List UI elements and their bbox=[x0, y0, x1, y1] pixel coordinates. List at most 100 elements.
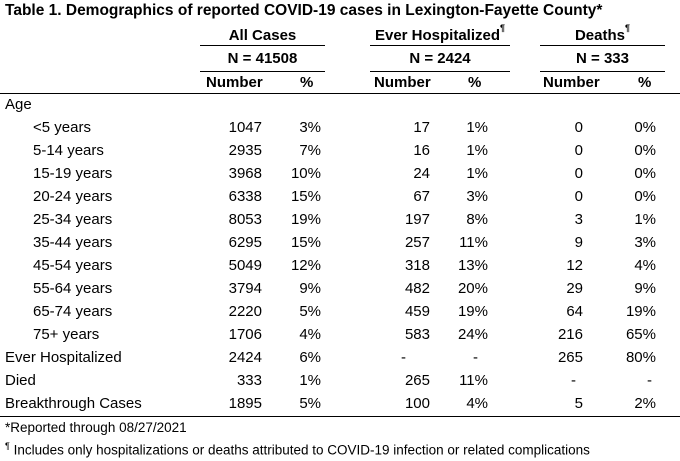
cell-hosp-number: 67 bbox=[413, 188, 430, 205]
subheader-number: Number bbox=[206, 74, 263, 91]
cell-deaths-number: 9 bbox=[574, 234, 583, 251]
divider bbox=[370, 71, 510, 72]
cell-all-number: 1706 bbox=[228, 326, 262, 343]
subheader-number: Number bbox=[543, 74, 600, 91]
subheader-percent: % bbox=[468, 74, 482, 91]
cell-hosp-percent: 4% bbox=[466, 395, 488, 412]
cell-hosp-percent: 11% bbox=[459, 234, 488, 251]
table-row: 15-19 years 3968 10% 24 1% 0 0% bbox=[0, 162, 680, 185]
cell-hosp-number: 17 bbox=[413, 119, 430, 136]
cell-all-number: 3794 bbox=[228, 280, 262, 297]
footer-separator bbox=[0, 416, 680, 417]
group-label: Ever Hospitalized bbox=[374, 27, 501, 44]
cell-all-percent: 5% bbox=[299, 395, 321, 412]
cell-hosp-percent: 19% bbox=[457, 303, 488, 320]
cell-hosp-number: 257 bbox=[404, 234, 430, 251]
table-row: 45-54 years 5049 12% 318 13% 12 4% bbox=[0, 254, 680, 277]
group-label: Deaths bbox=[574, 27, 625, 44]
cell-hosp-number: 197 bbox=[404, 211, 430, 228]
row-label: 75+ years bbox=[33, 326, 100, 343]
cell-deaths-number: 5 bbox=[574, 395, 583, 412]
cell-hosp-percent: 20% bbox=[457, 280, 488, 297]
row-label: 5-14 years bbox=[33, 142, 104, 159]
cell-all-percent: 1% bbox=[299, 372, 321, 389]
cell-hosp-number: 100 bbox=[404, 395, 430, 412]
cell-deaths-number: 29 bbox=[566, 280, 583, 297]
cell-deaths-percent: 19% bbox=[625, 303, 656, 320]
row-label: 45-54 years bbox=[33, 257, 113, 274]
n-deaths: N = 333 bbox=[576, 50, 629, 67]
cell-hosp-percent: 11% bbox=[459, 372, 488, 389]
group-header-ever-hospitalized: Ever Hospitalized¶ bbox=[370, 23, 510, 46]
footnote-text: Includes only hospitalizations or deaths… bbox=[9, 442, 590, 458]
table-title: Table 1. Demographics of reported COVID-… bbox=[5, 2, 603, 19]
cell-deaths-percent: 9% bbox=[634, 280, 656, 297]
table-row: <5 years 1047 3% 17 1% 0 0% bbox=[0, 116, 680, 139]
cell-deaths-number: 12 bbox=[566, 257, 583, 274]
cell-all-number: 333 bbox=[236, 372, 262, 389]
table-row: 5-14 years 2935 7% 16 1% 0 0% bbox=[0, 139, 680, 162]
cell-all-number: 1895 bbox=[228, 395, 262, 412]
cell-hosp-percent: 1% bbox=[466, 165, 488, 182]
cell-deaths-percent: - bbox=[647, 372, 652, 389]
pilcrow-mark: ¶ bbox=[625, 23, 631, 33]
table-row: Breakthrough Cases 1895 5% 100 4% 5 2% bbox=[0, 392, 680, 415]
cell-all-percent: 10% bbox=[290, 165, 321, 182]
cell-hosp-percent: 1% bbox=[466, 142, 488, 159]
cell-all-number: 3968 bbox=[228, 165, 262, 182]
cell-hosp-percent: - bbox=[473, 349, 478, 366]
cell-deaths-number: 0 bbox=[574, 165, 583, 182]
cell-deaths-percent: 4% bbox=[634, 257, 656, 274]
cell-deaths-percent: 0% bbox=[634, 142, 656, 159]
pilcrow-mark: ¶ bbox=[500, 23, 506, 33]
row-label: Ever Hospitalized bbox=[5, 349, 122, 366]
cell-all-percent: 7% bbox=[299, 142, 321, 159]
cell-all-number: 8053 bbox=[228, 211, 262, 228]
cell-hosp-percent: 3% bbox=[466, 188, 488, 205]
row-label: 65-74 years bbox=[33, 303, 113, 320]
table-row: 55-64 years 3794 9% 482 20% 29 9% bbox=[0, 277, 680, 300]
cell-all-number: 6338 bbox=[228, 188, 262, 205]
row-label: 25-34 years bbox=[33, 211, 113, 228]
n-ever-hospitalized: N = 2424 bbox=[409, 50, 471, 67]
pilcrow-mark: ¶ bbox=[5, 441, 10, 451]
cell-deaths-percent: 0% bbox=[634, 119, 656, 136]
cell-all-number: 2424 bbox=[228, 349, 262, 366]
cell-hosp-number: 265 bbox=[404, 372, 430, 389]
table-row: 65-74 years 2220 5% 459 19% 64 19% bbox=[0, 300, 680, 323]
footnote-includes: ¶ Includes only hospitalizations or deat… bbox=[5, 441, 590, 458]
cell-deaths-percent: 0% bbox=[634, 165, 656, 182]
cell-deaths-number: 216 bbox=[557, 326, 583, 343]
cell-hosp-number: 24 bbox=[413, 165, 430, 182]
cell-all-number: 2935 bbox=[228, 142, 262, 159]
cell-hosp-number: 16 bbox=[413, 142, 430, 159]
table-row: Died 333 1% 265 11% - - bbox=[0, 369, 680, 392]
cell-deaths-percent: 1% bbox=[634, 211, 656, 228]
cell-all-percent: 12% bbox=[290, 257, 321, 274]
cell-deaths-number: 0 bbox=[574, 119, 583, 136]
cell-deaths-percent: 3% bbox=[634, 234, 656, 251]
cell-all-percent: 6% bbox=[299, 349, 321, 366]
cell-hosp-percent: 24% bbox=[457, 326, 488, 343]
row-label: 15-19 years bbox=[33, 165, 113, 182]
subheader-number: Number bbox=[374, 74, 431, 91]
cell-all-number: 1047 bbox=[228, 119, 262, 136]
cell-hosp-number: 318 bbox=[404, 257, 430, 274]
row-label: <5 years bbox=[33, 119, 91, 136]
group-label: All Cases bbox=[228, 27, 297, 44]
n-all-cases: N = 41508 bbox=[227, 50, 298, 67]
cell-all-number: 5049 bbox=[228, 257, 262, 274]
section-heading-age: Age bbox=[0, 93, 680, 116]
cell-deaths-percent: 0% bbox=[634, 188, 656, 205]
cell-deaths-number: 3 bbox=[574, 211, 583, 228]
cell-deaths-number: - bbox=[571, 372, 576, 389]
header-separator bbox=[0, 93, 680, 94]
group-header-all-cases: All Cases bbox=[200, 26, 325, 46]
row-label: 20-24 years bbox=[33, 188, 113, 205]
cell-all-percent: 5% bbox=[299, 303, 321, 320]
table-row: Ever Hospitalized 2424 6% - - 265 80% bbox=[0, 346, 680, 369]
cell-hosp-number: 482 bbox=[404, 280, 430, 297]
table-row: 35-44 years 6295 15% 257 11% 9 3% bbox=[0, 231, 680, 254]
cell-all-percent: 9% bbox=[299, 280, 321, 297]
cell-deaths-number: 64 bbox=[566, 303, 583, 320]
